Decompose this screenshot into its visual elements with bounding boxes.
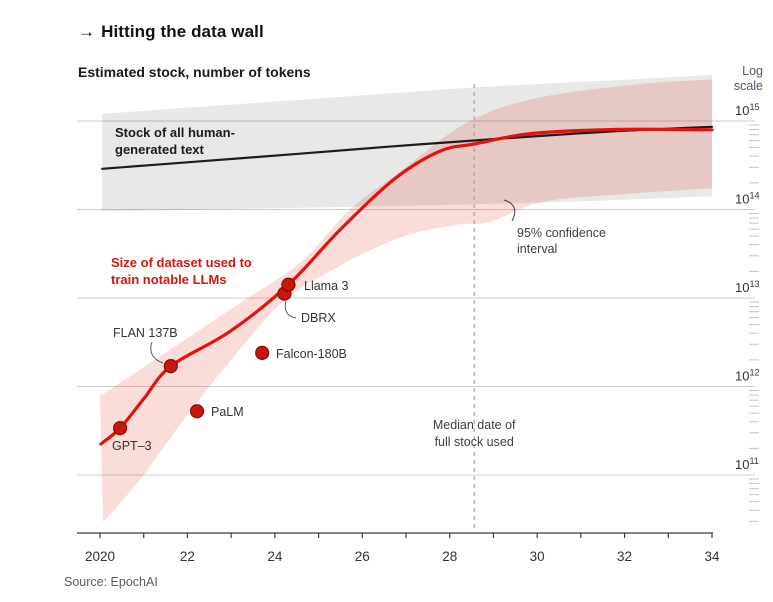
x-axis-label: 26 [355,549,370,564]
point-leader-line [284,300,297,319]
y-axis-label: 1015 [735,102,759,118]
data-point-Llama 3 [281,277,296,292]
point-label: FLAN 137B [113,326,178,340]
band-human-text-range [102,75,712,212]
x-axis-label: 2020 [85,549,115,564]
data-point-GPT–3 [113,420,128,436]
x-axis-label: 22 [180,549,195,564]
point-label: Llama 3 [304,279,349,293]
x-axis-label: 28 [442,549,457,564]
x-axis-label: 24 [267,549,283,564]
y-axis-label: 1012 [735,368,759,384]
x-axis-label: 32 [617,549,632,564]
log-scale-label: scale [734,79,763,93]
y-axis-label: 1011 [735,456,759,472]
series-line-stock-of-human-text [101,125,714,170]
median-annotation: Median date of [433,418,516,432]
y-axis-label: 1014 [735,191,759,207]
data-point-Falcon-180B [255,345,270,360]
chart-subtitle: Estimated stock, number of tokens [78,64,311,80]
data-point-FLAN 137B [163,359,178,374]
ci-annotation: 95% confidence [517,226,606,240]
chart-title-text: Hitting the data wall [101,22,264,41]
x-axis-label: 30 [530,549,545,564]
point-label: DBRX [301,311,336,325]
ci-annotation: interval [517,242,557,256]
point-label: Falcon-180B [276,347,347,361]
data-point-PaLM [189,404,205,419]
chart-title: → Hitting the data wall [78,22,264,42]
arrow-icon: → [78,22,96,41]
ci-leader-line [503,199,516,222]
band-llm-dataset-95ci [100,79,712,522]
x-axis-label: 34 [704,549,720,564]
series-label-stock-of-human-text: Stock of all human- [115,125,235,140]
point-leader-line [150,341,164,364]
series-label-stock-of-human-text: generated text [115,142,205,157]
series-label-llm-dataset-size: Size of dataset used to [111,255,252,270]
source-note: Source: EpochAI [64,575,158,589]
point-label: GPT–3 [112,439,152,453]
series-label-llm-dataset-size: train notable LLMs [111,272,227,287]
y-axis-label: 1013 [735,279,759,295]
point-label: PaLM [211,405,244,419]
log-scale-label: Log [742,64,763,78]
series-line-llm-dataset-size [99,127,714,446]
median-annotation: full stock used [435,435,514,449]
